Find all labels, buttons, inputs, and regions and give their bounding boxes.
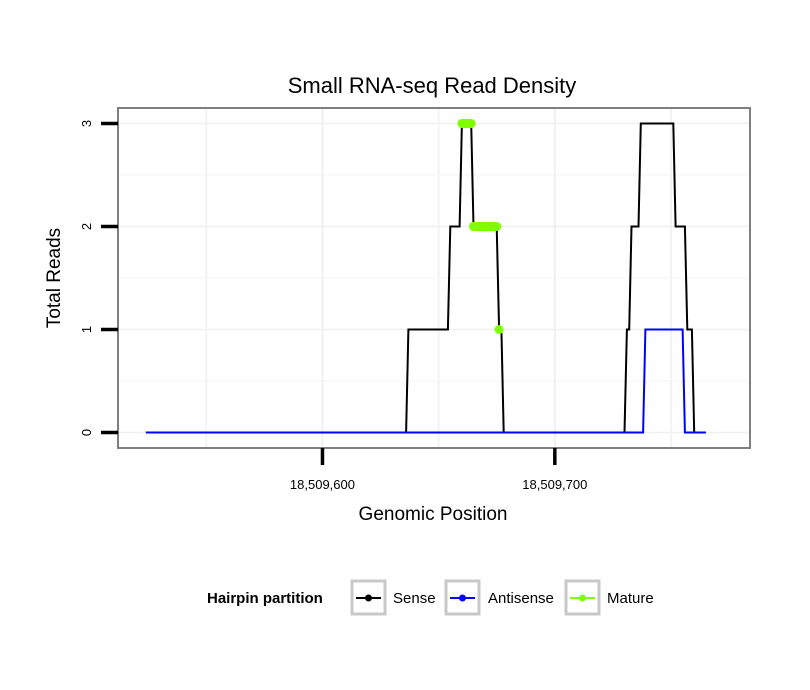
y-tick-label: 0 [79,429,94,436]
legend: Hairpin partition Sense Antisense Mature [207,579,654,616]
legend-item-sense: Sense [350,579,436,616]
series-line-antisense [145,328,706,434]
legend-label: Mature [607,590,654,607]
y-tick-label: 1 [79,326,94,333]
legend-item-antisense: Antisense [444,579,554,616]
x-axis-title: Genomic Position [359,504,508,525]
legend-title: Hairpin partition [207,590,323,607]
y-tick-label: 3 [79,120,94,127]
series-layer [145,118,706,434]
y-axis-title: Total Reads [44,228,65,328]
legend-label: Antisense [488,590,554,607]
legend-label: Sense [393,590,436,607]
legend-key-point [365,594,372,602]
legend-item-mature: Mature [564,579,654,616]
legend-key-point [579,594,586,602]
chart-title: Small RNA-seq Read Density [288,73,577,98]
legend-key-point [459,594,466,602]
x-tick-label: 18,509,600 [290,477,355,492]
y-tick-label: 2 [79,223,94,230]
x-axis: 18,509,600 18,509,700 [290,448,587,492]
plot-border [117,107,751,449]
y-axis: 0 1 2 3 [79,120,118,436]
x-tick-label: 18,509,700 [522,477,587,492]
